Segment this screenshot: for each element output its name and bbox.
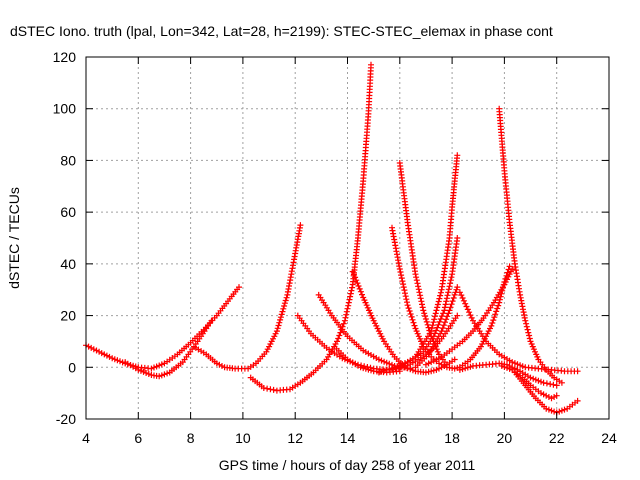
y-tick-label: 20 — [60, 308, 76, 324]
series-track — [422, 266, 516, 368]
x-tick-label: 12 — [287, 430, 303, 446]
series-track — [247, 61, 374, 394]
x-tick-label: 14 — [340, 430, 356, 446]
x-tick-label: 6 — [134, 430, 142, 446]
y-tick-label: 60 — [60, 204, 76, 220]
x-tick-label: 10 — [235, 430, 251, 446]
plus-markers — [122, 317, 215, 380]
plus-markers — [247, 61, 374, 394]
series-track — [192, 222, 304, 372]
plus-markers — [83, 284, 242, 372]
series-track — [511, 369, 581, 416]
series-track — [396, 152, 461, 371]
y-axis-label: dSTEC / TECUs — [6, 187, 22, 289]
series-track — [456, 289, 581, 375]
x-tick-label: 16 — [392, 430, 408, 446]
series-track — [122, 317, 215, 380]
plus-markers — [396, 152, 461, 371]
plus-markers — [192, 222, 304, 372]
x-tick-label: 8 — [187, 430, 195, 446]
plus-markers — [511, 369, 581, 416]
x-tick-label: 18 — [444, 430, 460, 446]
y-tick-label: 80 — [60, 152, 76, 168]
data-points — [83, 61, 581, 416]
tick-labels: 4 6 8 10 12 14 16 18 20 22 24 -20 0 20 40 60 80 100 120 — [53, 49, 617, 446]
x-tick-label: 20 — [497, 430, 513, 446]
y-tick-label: 100 — [53, 101, 77, 117]
x-tick-label: 22 — [549, 430, 565, 446]
plus-markers — [412, 284, 461, 371]
series-track — [412, 284, 461, 371]
plus-markers — [422, 266, 516, 368]
x-tick-label: 24 — [601, 430, 617, 446]
plus-markers — [456, 289, 581, 375]
x-tick-label: 4 — [82, 430, 90, 446]
y-tick-label: 120 — [53, 49, 77, 65]
y-tick-label: 40 — [60, 256, 76, 272]
chart-title: dSTEC Iono. truth (lpal, Lon=342, Lat=28… — [10, 23, 553, 39]
y-tick-label: -20 — [56, 411, 76, 427]
series-track — [496, 105, 565, 386]
y-tick-label: 0 — [68, 359, 76, 375]
axis-ticks — [85, 56, 610, 420]
x-axis-label: GPS time / hours of day 258 of year 2011 — [219, 457, 476, 473]
plus-markers — [496, 105, 565, 386]
series-track — [83, 284, 242, 372]
